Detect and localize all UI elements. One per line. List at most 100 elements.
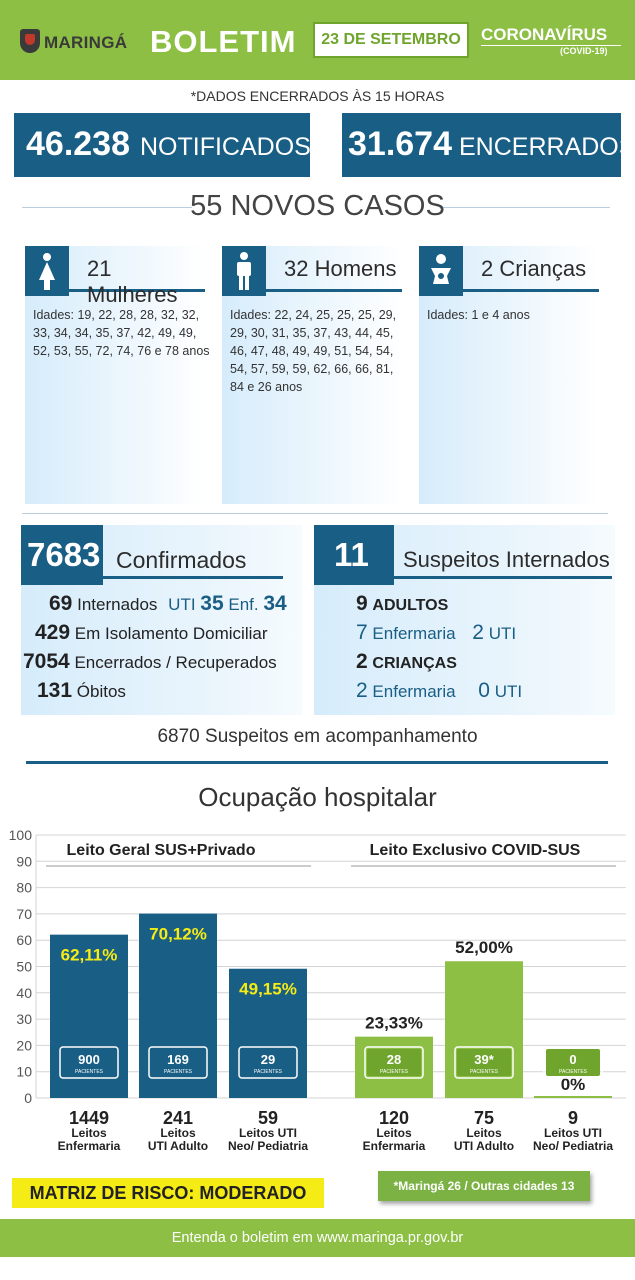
x-category-label: Leitos UTI — [239, 1126, 297, 1140]
children-card: 2 Crianças Idades: 1 e 4 anos — [419, 246, 599, 504]
adults-label: ADULTOS — [372, 597, 449, 614]
ward-label: Enf. — [228, 595, 259, 614]
men-count: 32 Homens — [284, 256, 397, 281]
woman-icon — [25, 246, 69, 296]
x-category-label: Enfermaria — [58, 1139, 121, 1153]
children-ward-number: 2 — [356, 679, 368, 702]
children-count: 2 Crianças — [481, 256, 587, 281]
patients-word: PACIENTES — [470, 1069, 499, 1075]
ward-number: 34 — [263, 592, 287, 615]
footer-link[interactable]: Entenda o boletim em www.maringa.pr.gov.… — [0, 1219, 635, 1257]
x-bed-count: 59 — [258, 1108, 278, 1128]
x-category-label: Leitos — [71, 1126, 107, 1140]
women-ages: Idades: 19, 22, 28, 28, 32, 32, 33, 34, … — [33, 308, 210, 358]
x-category-label: Neo/ Pediatria — [228, 1139, 308, 1153]
patients-count: 0 — [569, 1052, 576, 1067]
suspects-number: 11 — [314, 525, 394, 585]
divider-left — [22, 207, 192, 208]
new-cases-title: 55 NOVOS CASOS — [190, 190, 445, 222]
page-title: BOLETIM — [150, 24, 297, 59]
patients-badge-fill — [367, 1049, 421, 1076]
women-count: 21 Mulheres — [87, 256, 178, 307]
suspects-underline — [394, 576, 612, 579]
confirmed-panel: 7683 Confirmados 69 Internados UTI 35 En… — [21, 525, 302, 715]
group-title: Leito Exclusivo COVID-SUS — [370, 842, 581, 859]
men-underline — [266, 289, 402, 292]
adults-icu-number: 2 — [472, 621, 484, 644]
y-tick-label: 0 — [24, 1090, 32, 1106]
divider-right — [442, 207, 610, 208]
children-underline — [463, 289, 599, 292]
children-icu-label: UTI — [494, 682, 523, 701]
patients-badge — [148, 1046, 208, 1079]
patients-word: PACIENTES — [75, 1069, 104, 1075]
patients-count: 900 — [78, 1052, 100, 1067]
patients-count: 169 — [167, 1052, 189, 1067]
x-category-label: Leitos — [376, 1126, 412, 1140]
y-tick-label: 70 — [16, 906, 32, 922]
patients-badge — [59, 1046, 119, 1079]
isolation-row: 429 Em Isolamento Domiciliar — [35, 621, 268, 645]
icu-number: 35 — [200, 592, 224, 615]
x-category-label: Leitos — [466, 1126, 502, 1140]
patients-count: 39* — [474, 1052, 494, 1067]
hospitalized-number: 69 — [49, 592, 73, 615]
topic-title: CORONAVÍRUS — [481, 25, 608, 44]
bar — [50, 934, 128, 1098]
adults-icu-label: UTI — [488, 624, 517, 643]
chart-title: Ocupação hospitalar — [198, 782, 437, 812]
women-underline — [69, 289, 205, 292]
patients-word: PACIENTES — [559, 1069, 588, 1075]
isolation-label: Em Isolamento Domiciliar — [74, 624, 268, 643]
hospitalized-label: Internados — [77, 595, 158, 614]
adults-beds-row: 7 Enfermaria 2 UTI — [356, 621, 516, 645]
patients-badge-fill — [546, 1049, 600, 1076]
adults-number: 9 — [356, 592, 368, 615]
patients-word: PACIENTES — [164, 1069, 193, 1075]
patients-word: PACIENTES — [380, 1069, 409, 1075]
city-shield-icon — [20, 29, 40, 53]
y-tick-label: 90 — [16, 853, 32, 869]
y-tick-label: 100 — [9, 827, 33, 843]
x-bed-count: 120 — [379, 1108, 409, 1128]
bar — [229, 968, 307, 1098]
y-tick-label: 10 — [16, 1064, 32, 1080]
patients-badge — [364, 1046, 424, 1079]
closed-box: 31.674 ENCERRADOS — [342, 113, 635, 177]
y-tick-label: 50 — [16, 959, 32, 975]
recovered-row: 7054 Encerrados / Recuperados — [23, 650, 277, 674]
children-ages: Idades: 1 e 4 anos — [427, 308, 530, 322]
deaths-number: 131 — [37, 679, 73, 702]
notified-number: 46.238 — [26, 125, 130, 163]
x-category-label: Enfermaria — [363, 1139, 426, 1153]
confirmed-label: Confirmados — [116, 547, 247, 573]
group-title: Leito Geral SUS+Privado — [67, 842, 256, 859]
topic-subtitle: (COVID-19) — [560, 46, 608, 56]
x-category-label: UTI Adulto — [148, 1139, 208, 1153]
bar-value-label: 70,12% — [149, 925, 207, 944]
y-tick-label: 60 — [16, 932, 32, 948]
confirmed-number: 7683 — [21, 525, 103, 585]
deaths-row: 131 Óbitos — [37, 679, 126, 703]
icu-origin-footnote: *Maringá 26 / Outras cidades 13 — [378, 1171, 590, 1201]
adults-ward-number: 7 — [356, 621, 368, 644]
patients-count: 29 — [261, 1052, 275, 1067]
bar-value-label: 0% — [561, 1075, 586, 1094]
bar — [139, 913, 217, 1098]
bar-value-label: 23,33% — [365, 1014, 423, 1033]
x-category-label: Leitos — [160, 1126, 196, 1140]
date-badge: 23 DE SETEMBRO — [313, 22, 469, 58]
x-bed-count: 9 — [568, 1108, 578, 1128]
bar — [534, 1096, 612, 1098]
children-ward-label: Enfermaria — [372, 682, 456, 701]
y-tick-label: 30 — [16, 1011, 32, 1027]
adults-ward-label: Enfermaria — [372, 624, 456, 643]
monitoring-text: 6870 Suspeitos em acompanhamento — [157, 726, 478, 747]
bar-value-label: 62,11% — [61, 946, 118, 965]
suspects-label: Suspeitos Internados — [403, 547, 610, 572]
recovered-label: Encerrados / Recuperados — [74, 653, 277, 672]
icu-label: UTI — [168, 595, 196, 614]
patients-count: 28 — [387, 1052, 401, 1067]
y-tick-label: 80 — [16, 880, 32, 896]
